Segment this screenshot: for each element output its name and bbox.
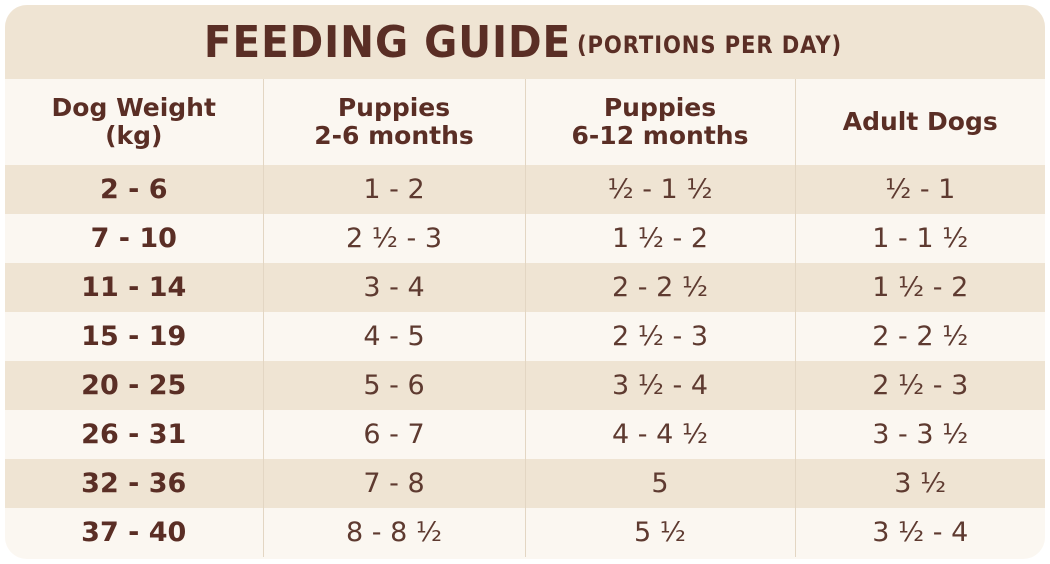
header-puppies-6-12-months: Puppies 6-12 months <box>524 79 795 165</box>
puppies-6-12-cell: ½ - 1 ½ <box>524 165 795 214</box>
weight-cell: 2 - 6 <box>5 165 263 214</box>
feeding-guide-card: FEEDING GUIDE (PORTIONS PER DAY) Dog Wei… <box>5 5 1045 559</box>
puppies-6-12-cell: 5 <box>524 459 795 508</box>
puppies-2-6-cell: 3 - 4 <box>262 263 525 312</box>
puppies-6-12-cell: 3 ½ - 4 <box>524 361 795 410</box>
header-puppies-2-6-months: Puppies 2-6 months <box>262 79 525 165</box>
puppies-6-12-cell: 2 ½ - 3 <box>524 312 795 361</box>
adult-dogs-cell: 3 ½ <box>794 459 1045 508</box>
puppies-6-12-cell: 5 ½ <box>524 508 795 557</box>
table-row: 26 - 31 6 - 7 4 - 4 ½ 3 - 3 ½ <box>5 410 1045 459</box>
adult-dogs-cell: 3 ½ - 4 <box>794 508 1045 557</box>
puppies-6-12-cell: 4 - 4 ½ <box>524 410 795 459</box>
table-row: 7 - 10 2 ½ - 3 1 ½ - 2 1 - 1 ½ <box>5 214 1045 263</box>
feeding-table: Dog Weight (kg) Puppies 2-6 months Puppi… <box>5 79 1045 557</box>
table-row: 15 - 19 4 - 5 2 ½ - 3 2 - 2 ½ <box>5 312 1045 361</box>
weight-cell: 20 - 25 <box>5 361 263 410</box>
table-row: 37 - 40 8 - 8 ½ 5 ½ 3 ½ - 4 <box>5 508 1045 557</box>
header-adult-dogs: Adult Dogs <box>794 79 1045 165</box>
weight-cell: 7 - 10 <box>5 214 263 263</box>
weight-cell: 37 - 40 <box>5 508 263 557</box>
weight-cell: 15 - 19 <box>5 312 263 361</box>
table-row: 2 - 6 1 - 2 ½ - 1 ½ ½ - 1 <box>5 165 1045 214</box>
puppies-2-6-cell: 5 - 6 <box>262 361 525 410</box>
weight-cell: 26 - 31 <box>5 410 263 459</box>
puppies-6-12-cell: 1 ½ - 2 <box>524 214 795 263</box>
title-banner: FEEDING GUIDE (PORTIONS PER DAY) <box>5 5 1045 79</box>
puppies-2-6-cell: 8 - 8 ½ <box>262 508 525 557</box>
puppies-2-6-cell: 4 - 5 <box>262 312 525 361</box>
puppies-2-6-cell: 1 - 2 <box>262 165 525 214</box>
table-header-row: Dog Weight (kg) Puppies 2-6 months Puppi… <box>5 79 1045 165</box>
adult-dogs-cell: 2 - 2 ½ <box>794 312 1045 361</box>
weight-cell: 32 - 36 <box>5 459 263 508</box>
weight-cell: 11 - 14 <box>5 263 263 312</box>
table-row: 32 - 36 7 - 8 5 3 ½ <box>5 459 1045 508</box>
puppies-6-12-cell: 2 - 2 ½ <box>524 263 795 312</box>
adult-dogs-cell: 2 ½ - 3 <box>794 361 1045 410</box>
puppies-2-6-cell: 6 - 7 <box>262 410 525 459</box>
adult-dogs-cell: 1 - 1 ½ <box>794 214 1045 263</box>
puppies-2-6-cell: 7 - 8 <box>262 459 525 508</box>
table-row: 20 - 25 5 - 6 3 ½ - 4 2 ½ - 3 <box>5 361 1045 410</box>
table-row: 11 - 14 3 - 4 2 - 2 ½ 1 ½ - 2 <box>5 263 1045 312</box>
page-title: FEEDING GUIDE <box>203 16 571 68</box>
header-dog-weight: Dog Weight (kg) <box>5 79 263 165</box>
page-subtitle: (PORTIONS PER DAY) <box>576 31 842 59</box>
adult-dogs-cell: 3 - 3 ½ <box>794 410 1045 459</box>
adult-dogs-cell: 1 ½ - 2 <box>794 263 1045 312</box>
puppies-2-6-cell: 2 ½ - 3 <box>262 214 525 263</box>
adult-dogs-cell: ½ - 1 <box>794 165 1045 214</box>
